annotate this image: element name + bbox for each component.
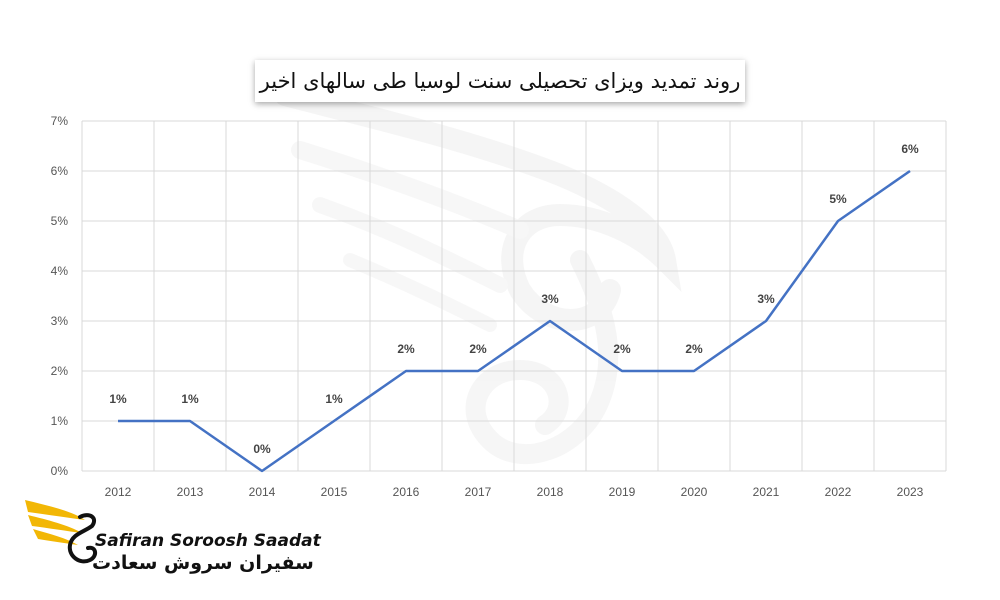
data-label: 6%: [901, 142, 919, 156]
data-label: 2%: [469, 342, 487, 356]
series-line: [118, 169, 911, 473]
brand-wing-shape: [28, 515, 82, 533]
axis-labels: 0% 1% 2% 3% 4% 5% 6% 7% 2012 2013 2014 2015 2016 2017…: [51, 114, 924, 499]
x-tick-label: 2019: [609, 485, 636, 499]
y-tick-label: 2%: [51, 364, 69, 378]
y-tick-label: 4%: [51, 264, 69, 278]
data-label: 1%: [325, 392, 343, 406]
x-tick-label: 2023: [897, 485, 924, 499]
x-tick-label: 2015: [321, 485, 348, 499]
data-label: 5%: [829, 192, 847, 206]
x-tick-label: 2014: [249, 485, 276, 499]
chart-title-text: روند تمدید ویزای تحصیلی سنت لوسیا طی سال…: [259, 69, 741, 93]
data-label: 2%: [397, 342, 415, 356]
y-tick-label: 5%: [51, 214, 69, 228]
data-label: 1%: [181, 392, 199, 406]
brand-wing-shape: [33, 529, 78, 545]
chart-title: روند تمدید ویزای تحصیلی سنت لوسیا طی سال…: [255, 60, 745, 102]
y-tick-label: 3%: [51, 314, 69, 328]
x-tick-label: 2022: [825, 485, 852, 499]
data-label: 3%: [757, 292, 775, 306]
data-label: 2%: [613, 342, 631, 356]
brand-name-english: Safiran Soroosh Saadat: [95, 531, 321, 551]
grid: [81, 120, 947, 472]
brand-wing-shape: [25, 500, 85, 520]
x-tick-label: 2016: [393, 485, 420, 499]
series-layer: [117, 169, 911, 473]
x-tick-label: 2017: [465, 485, 492, 499]
y-tick-label: 6%: [51, 164, 69, 178]
brand-name-persian: سفیران سروش سعادت: [92, 552, 314, 574]
data-label: 3%: [541, 292, 559, 306]
x-tick-label: 2013: [177, 485, 204, 499]
y-tick-label: 1%: [51, 414, 69, 428]
y-tick-label: 0%: [51, 464, 69, 478]
data-label: 0%: [253, 442, 271, 456]
data-labels: 1% 1% 0% 1% 2% 2% 3% 2% 2% 3% 5% 6%: [109, 142, 919, 456]
x-tick-label: 2020: [681, 485, 708, 499]
x-tick-label: 2018: [537, 485, 564, 499]
x-tick-label: 2012: [105, 485, 132, 499]
x-tick-label: 2021: [753, 485, 780, 499]
data-label: 1%: [109, 392, 127, 406]
brand-logo-icon: [25, 500, 97, 564]
data-label: 2%: [685, 342, 703, 356]
y-tick-label: 7%: [51, 114, 69, 128]
